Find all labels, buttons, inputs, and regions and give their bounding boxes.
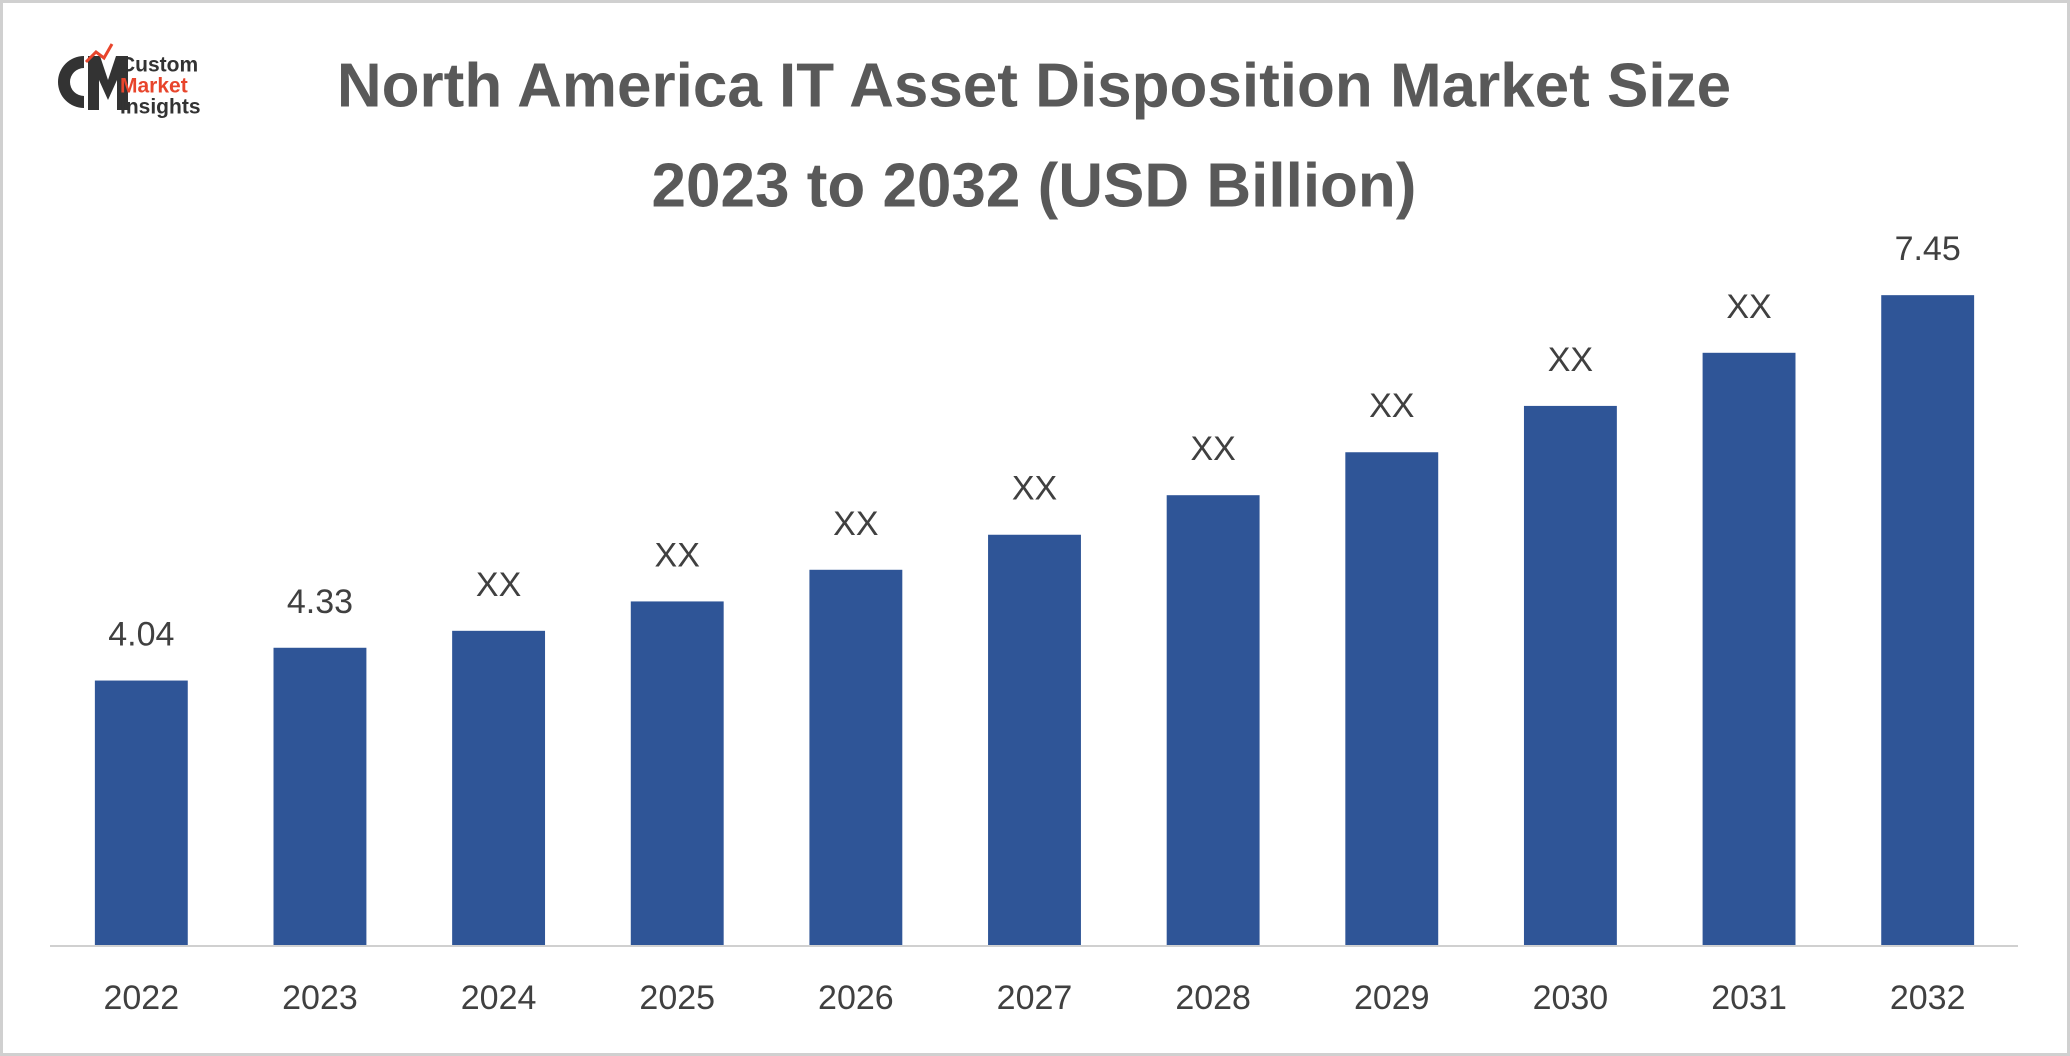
bar: [988, 534, 1081, 945]
x-tick-label: 2030: [1533, 979, 1609, 1017]
logo: Custom Market Insights: [58, 43, 201, 119]
x-tick-label: 2032: [1890, 979, 1966, 1017]
data-label: XX: [1548, 341, 1593, 379]
x-tick-label: 2023: [282, 979, 358, 1017]
bar: [1881, 295, 1975, 946]
brand-line: Insights: [120, 96, 201, 119]
logo-c: [58, 56, 84, 108]
x-tick-label: 2024: [461, 979, 537, 1017]
x-tick-label: 2022: [103, 979, 179, 1017]
bar: [452, 630, 546, 945]
data-label: XX: [1012, 470, 1057, 508]
data-label: XX: [655, 536, 700, 574]
bar: [1702, 352, 1796, 945]
bar: [630, 601, 724, 945]
logo-m: [88, 56, 128, 110]
x-tick-label: 2025: [639, 979, 715, 1017]
brand-line: Market: [120, 75, 188, 98]
brand-line: Custom: [120, 54, 198, 77]
chart-title: North America IT Asset Disposition Marke…: [337, 51, 1731, 120]
data-label: 4.04: [108, 616, 174, 654]
logo-arrow: [84, 43, 114, 64]
data-label: XX: [833, 505, 878, 543]
bar: [1166, 495, 1260, 945]
bar: [273, 647, 367, 945]
x-tick-label: 2031: [1711, 979, 1787, 1017]
data-label: XX: [476, 566, 521, 604]
x-tick-label: 2029: [1354, 979, 1430, 1017]
bar: [809, 569, 903, 945]
data-label: XX: [1369, 387, 1414, 425]
x-tick-label: 2028: [1175, 979, 1251, 1017]
bar: [1345, 452, 1439, 945]
chart-title: 2023 to 2032 (USD Billion): [652, 151, 1417, 220]
bar: [94, 680, 188, 945]
data-label: 7.45: [1895, 230, 1961, 268]
x-tick-label: 2027: [997, 979, 1073, 1017]
data-label: XX: [1726, 288, 1771, 326]
data-label: XX: [1190, 430, 1235, 468]
bar: [1523, 405, 1617, 945]
data-label: 4.33: [287, 583, 353, 621]
x-tick-label: 2026: [818, 979, 894, 1017]
